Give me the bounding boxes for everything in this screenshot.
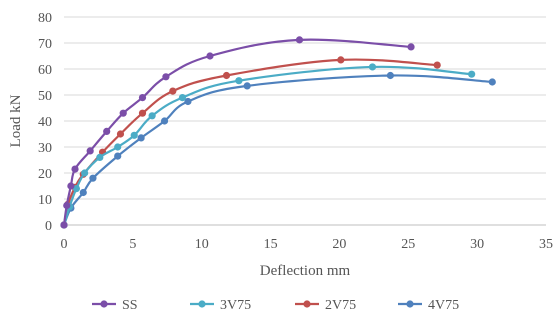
data-point-ss-8 xyxy=(162,73,170,81)
series-3v75 xyxy=(60,63,476,229)
data-point-3v75-2 xyxy=(72,185,80,193)
x-tick-label: 25 xyxy=(401,237,415,252)
x-axis-title: Deflection mm xyxy=(260,263,351,279)
data-point-3v75-8 xyxy=(178,94,187,102)
legend: SS 3V75 2V75 4V75 xyxy=(92,298,459,313)
legend-label: SS xyxy=(122,298,138,313)
legend-swatch-marker xyxy=(303,300,311,308)
grid-lines xyxy=(64,16,546,200)
legend-swatch-marker xyxy=(100,300,108,308)
data-point-ss-1 xyxy=(63,201,71,210)
data-point-4v75-8 xyxy=(243,82,251,90)
data-point-4v75-9 xyxy=(386,71,394,80)
data-point-ss-11 xyxy=(407,43,415,51)
y-tick-label: 10 xyxy=(38,193,52,208)
legend-label: 2V75 xyxy=(325,298,356,313)
x-tick-label: 10 xyxy=(195,237,209,252)
x-tick-label: 30 xyxy=(470,237,484,252)
series-lines xyxy=(60,36,496,229)
data-point-3v75-3 xyxy=(81,169,89,177)
data-point-4v75-2 xyxy=(79,188,87,197)
data-point-ss-7 xyxy=(138,94,147,102)
data-point-2v75-6 xyxy=(138,109,147,117)
y-tick-label: 70 xyxy=(38,37,52,52)
data-point-4v75-5 xyxy=(137,134,145,142)
data-point-4v75-10 xyxy=(488,78,496,86)
y-tick-label: 50 xyxy=(38,89,52,104)
legend-label: 3V75 xyxy=(220,298,251,313)
data-point-ss-6 xyxy=(119,109,127,117)
series-ss xyxy=(60,36,415,229)
data-point-2v75-8 xyxy=(222,71,231,80)
legend-item-4v75: 4V75 xyxy=(398,298,459,313)
data-point-3v75-6 xyxy=(130,131,138,139)
data-point-3v75-4 xyxy=(96,153,104,161)
data-point-2v75-9 xyxy=(337,56,345,64)
data-point-2v75-7 xyxy=(169,87,177,95)
data-point-ss-10 xyxy=(295,36,304,44)
y-tick-label: 40 xyxy=(38,115,52,130)
series-line-3v75 xyxy=(62,65,472,226)
series-2v75 xyxy=(60,56,441,229)
legend-item-ss: SS xyxy=(92,298,138,313)
data-point-ss-3 xyxy=(71,165,79,173)
data-point-4v75-3 xyxy=(89,174,97,182)
x-tick-label: 15 xyxy=(264,237,278,252)
data-point-ss-4 xyxy=(86,147,94,155)
x-tick-label: 0 xyxy=(61,237,68,252)
data-point-3v75-11 xyxy=(468,70,476,78)
x-tick-label: 5 xyxy=(129,237,136,252)
legend-swatch-marker xyxy=(198,300,206,308)
y-tick-label: 30 xyxy=(38,141,52,156)
x-tick-label: 35 xyxy=(539,237,553,252)
data-point-2v75-10 xyxy=(433,61,441,69)
data-point-3v75-5 xyxy=(114,143,122,151)
data-point-3v75-9 xyxy=(235,77,243,85)
data-point-ss-5 xyxy=(103,127,111,135)
data-point-3v75-7 xyxy=(148,112,156,120)
legend-item-2v75: 2V75 xyxy=(295,298,356,313)
series-line-4v75 xyxy=(62,74,493,226)
data-point-4v75-7 xyxy=(184,97,192,106)
legend-label: 4V75 xyxy=(428,298,459,313)
data-point-2v75-5 xyxy=(116,130,125,138)
y-tick-label: 0 xyxy=(45,219,52,234)
tick-labels: 0 10 20 30 40 50 60 70 80 0 5 10 15 20 25 30 35 xyxy=(38,11,553,252)
data-point-ss-2 xyxy=(67,182,75,190)
y-tick-label: 60 xyxy=(38,63,52,78)
legend-swatch-marker xyxy=(406,300,414,308)
y-tick-label: 20 xyxy=(38,167,52,182)
data-point-ss-0 xyxy=(60,221,68,229)
data-point-4v75-6 xyxy=(160,117,169,125)
data-point-3v75-10 xyxy=(368,63,377,71)
legend-item-3v75: 3V75 xyxy=(190,298,251,313)
data-point-ss-9 xyxy=(206,52,214,60)
x-tick-label: 20 xyxy=(332,237,346,252)
y-tick-label: 80 xyxy=(38,11,52,26)
data-point-4v75-4 xyxy=(114,152,122,160)
y-axis-title: Load kN xyxy=(8,94,24,147)
